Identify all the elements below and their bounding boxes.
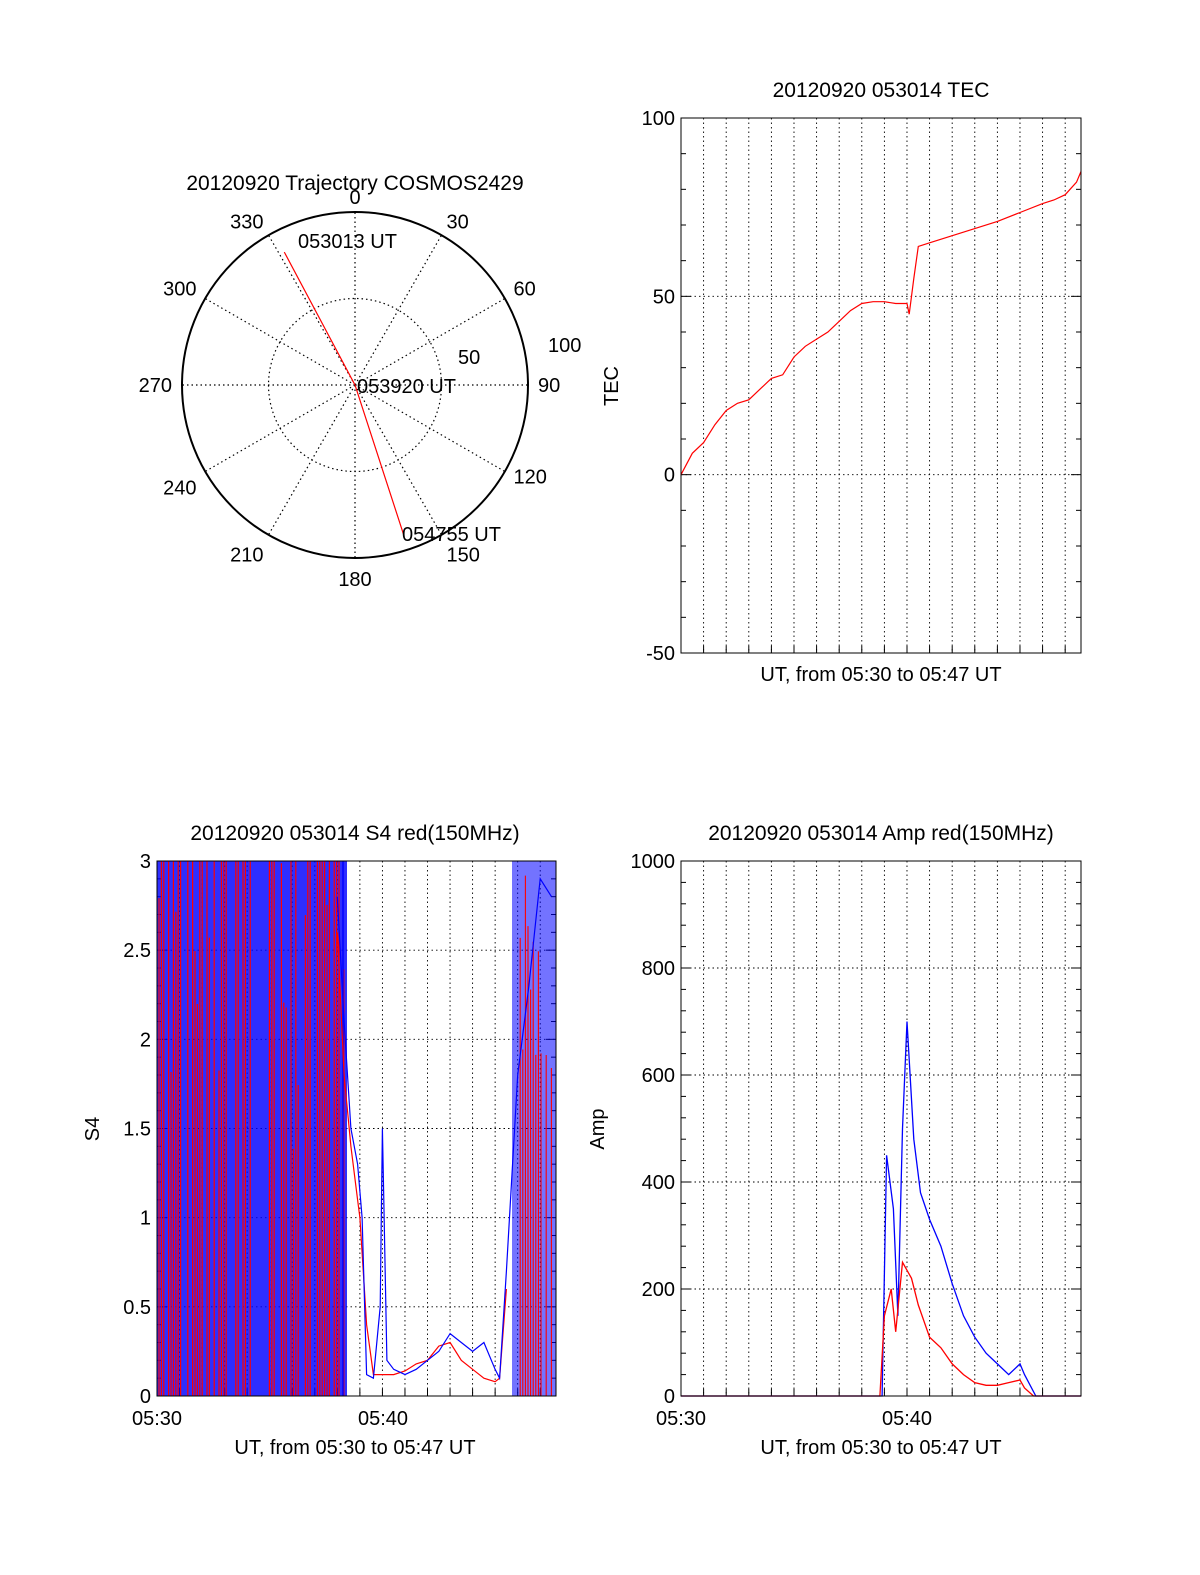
amp-x-axis-label: UT, from 05:30 to 05:47 UT (760, 1437, 1001, 1459)
polar-spoke (267, 234, 356, 386)
s4-y-tick-label: 0 (140, 1386, 151, 1408)
polar-angle-label: 30 (447, 212, 469, 234)
amp-y-axis-label: Amp (587, 1108, 609, 1149)
amp-series-blue (681, 1021, 1081, 1397)
tec-x-axis-label: UT, from 05:30 to 05:47 UT (760, 664, 1001, 686)
tec-series-red (680, 171, 1082, 475)
s4-x-tick-0540: 05:40 (358, 1408, 408, 1430)
amp-title: 20120920 053014 Amp red(150MHz) (708, 822, 1054, 845)
tec-y-tick-label: 50 (653, 286, 675, 308)
s4-blue-noise-block-right (512, 861, 556, 1396)
polar-spoke (354, 384, 506, 473)
trajectory-title: 20120920 Trajectory COSMOS2429 (186, 172, 523, 195)
tec-plot-frame (680, 117, 1082, 654)
trajectory-track (283, 251, 405, 537)
s4-y-tick-labels: 0 0.5 1 1.5 2 2.5 3 (123, 851, 151, 1408)
polar-outer-circle (181, 211, 529, 559)
tec-title: 20120920 053014 TEC (773, 79, 990, 102)
polar-radial-label-100: 100 (548, 335, 581, 357)
polar-spoke (204, 297, 356, 386)
amp-y-tick-labels: 0 200 400 600 800 1000 (631, 851, 676, 1408)
trajectory-panel: 20120920 Trajectory COSMOS2429 0 30 60 90 12… (139, 172, 582, 591)
polar-angle-label: 210 (230, 544, 263, 566)
tec-y-tick-label: 100 (642, 108, 675, 130)
s4-blue-noise-block (157, 861, 347, 1396)
polar-angle-label: 330 (230, 212, 263, 234)
s4-y-tick-label: 1 (140, 1208, 151, 1230)
polar-spoke (354, 384, 443, 536)
tec-panel: 20120920 053014 TEC -50 0 50 100 UT, from 0… (601, 79, 1082, 686)
s4-red-noise-bars-right (519, 875, 552, 1396)
amp-y-tick-label: 600 (642, 1065, 675, 1087)
polar-angle-label: 90 (538, 375, 560, 397)
amp-plot-frame (680, 860, 1082, 1397)
s4-series-red (336, 932, 507, 1383)
s4-y-tick-label: 2.5 (123, 940, 151, 962)
tec-y-tick-label: 0 (664, 465, 675, 487)
amp-x-tick-0530: 05:30 (656, 1408, 706, 1430)
s4-y-axis-label: S4 (82, 1117, 104, 1141)
amp-x-tick-0540: 05:40 (882, 1408, 932, 1430)
s4-y-tick-label: 2 (140, 1029, 151, 1051)
s4-panel: 20120920 053014 S4 red(150MHz) 0 0.5 1 1.5 2… (82, 822, 557, 1459)
amp-y-tick-label: 1000 (631, 851, 676, 873)
tec-y-axis-label: TEC (601, 366, 623, 406)
polar-grid (182, 212, 528, 558)
trajectory-start-label: 053013 UT (298, 231, 397, 253)
s4-series-blue (336, 877, 553, 1381)
tec-y-tick-labels: -50 0 50 100 (642, 108, 675, 665)
s4-red-noise-bars (158, 861, 345, 1396)
s4-y-tick-label: 0.5 (123, 1297, 151, 1319)
amp-y-tick-label: 0 (664, 1386, 675, 1408)
s4-y-tick-label: 1.5 (123, 1119, 151, 1141)
polar-spoke (354, 297, 506, 386)
s4-x-axis-label: UT, from 05:30 to 05:47 UT (234, 1437, 475, 1459)
polar-radial-label-50: 50 (458, 347, 480, 369)
polar-angle-label: 240 (163, 478, 196, 500)
tec-grid (681, 117, 1081, 654)
amp-y-tick-label: 200 (642, 1279, 675, 1301)
polar-angle-label: 270 (139, 375, 172, 397)
trajectory-end-label: 054755 UT (402, 524, 501, 546)
amp-y-tick-label: 400 (642, 1172, 675, 1194)
polar-angle-label: 300 (163, 279, 196, 301)
polar-angle-label: 60 (513, 279, 535, 301)
polar-spoke (204, 384, 356, 473)
polar-angle-label: 120 (513, 467, 546, 489)
polar-angle-label: 150 (447, 544, 480, 566)
trajectory-zenith-label: 053920 UT (357, 376, 456, 398)
amp-panel: 20120920 053014 Amp red(150MHz) 0 200 400 6… (587, 822, 1082, 1459)
s4-y-tick-label: 3 (140, 851, 151, 873)
s4-plot-frame (156, 860, 557, 1397)
amp-grid (681, 860, 1081, 1397)
polar-angle-label: 0 (349, 187, 360, 209)
amp-y-tick-label: 800 (642, 958, 675, 980)
tec-y-tick-label: -50 (646, 643, 675, 665)
s4-x-tick-0530: 05:30 (132, 1408, 182, 1430)
amp-series-red (681, 1260, 1081, 1397)
polar-angle-label: 180 (338, 569, 371, 591)
polar-spoke (267, 384, 356, 536)
s4-title: 20120920 053014 S4 red(150MHz) (190, 822, 519, 845)
polar-spoke (354, 234, 443, 386)
s4-noise-region (157, 861, 556, 1396)
polar-angle-labels: 0 30 60 90 120 150 180 210 240 270 300 330 (139, 187, 561, 591)
